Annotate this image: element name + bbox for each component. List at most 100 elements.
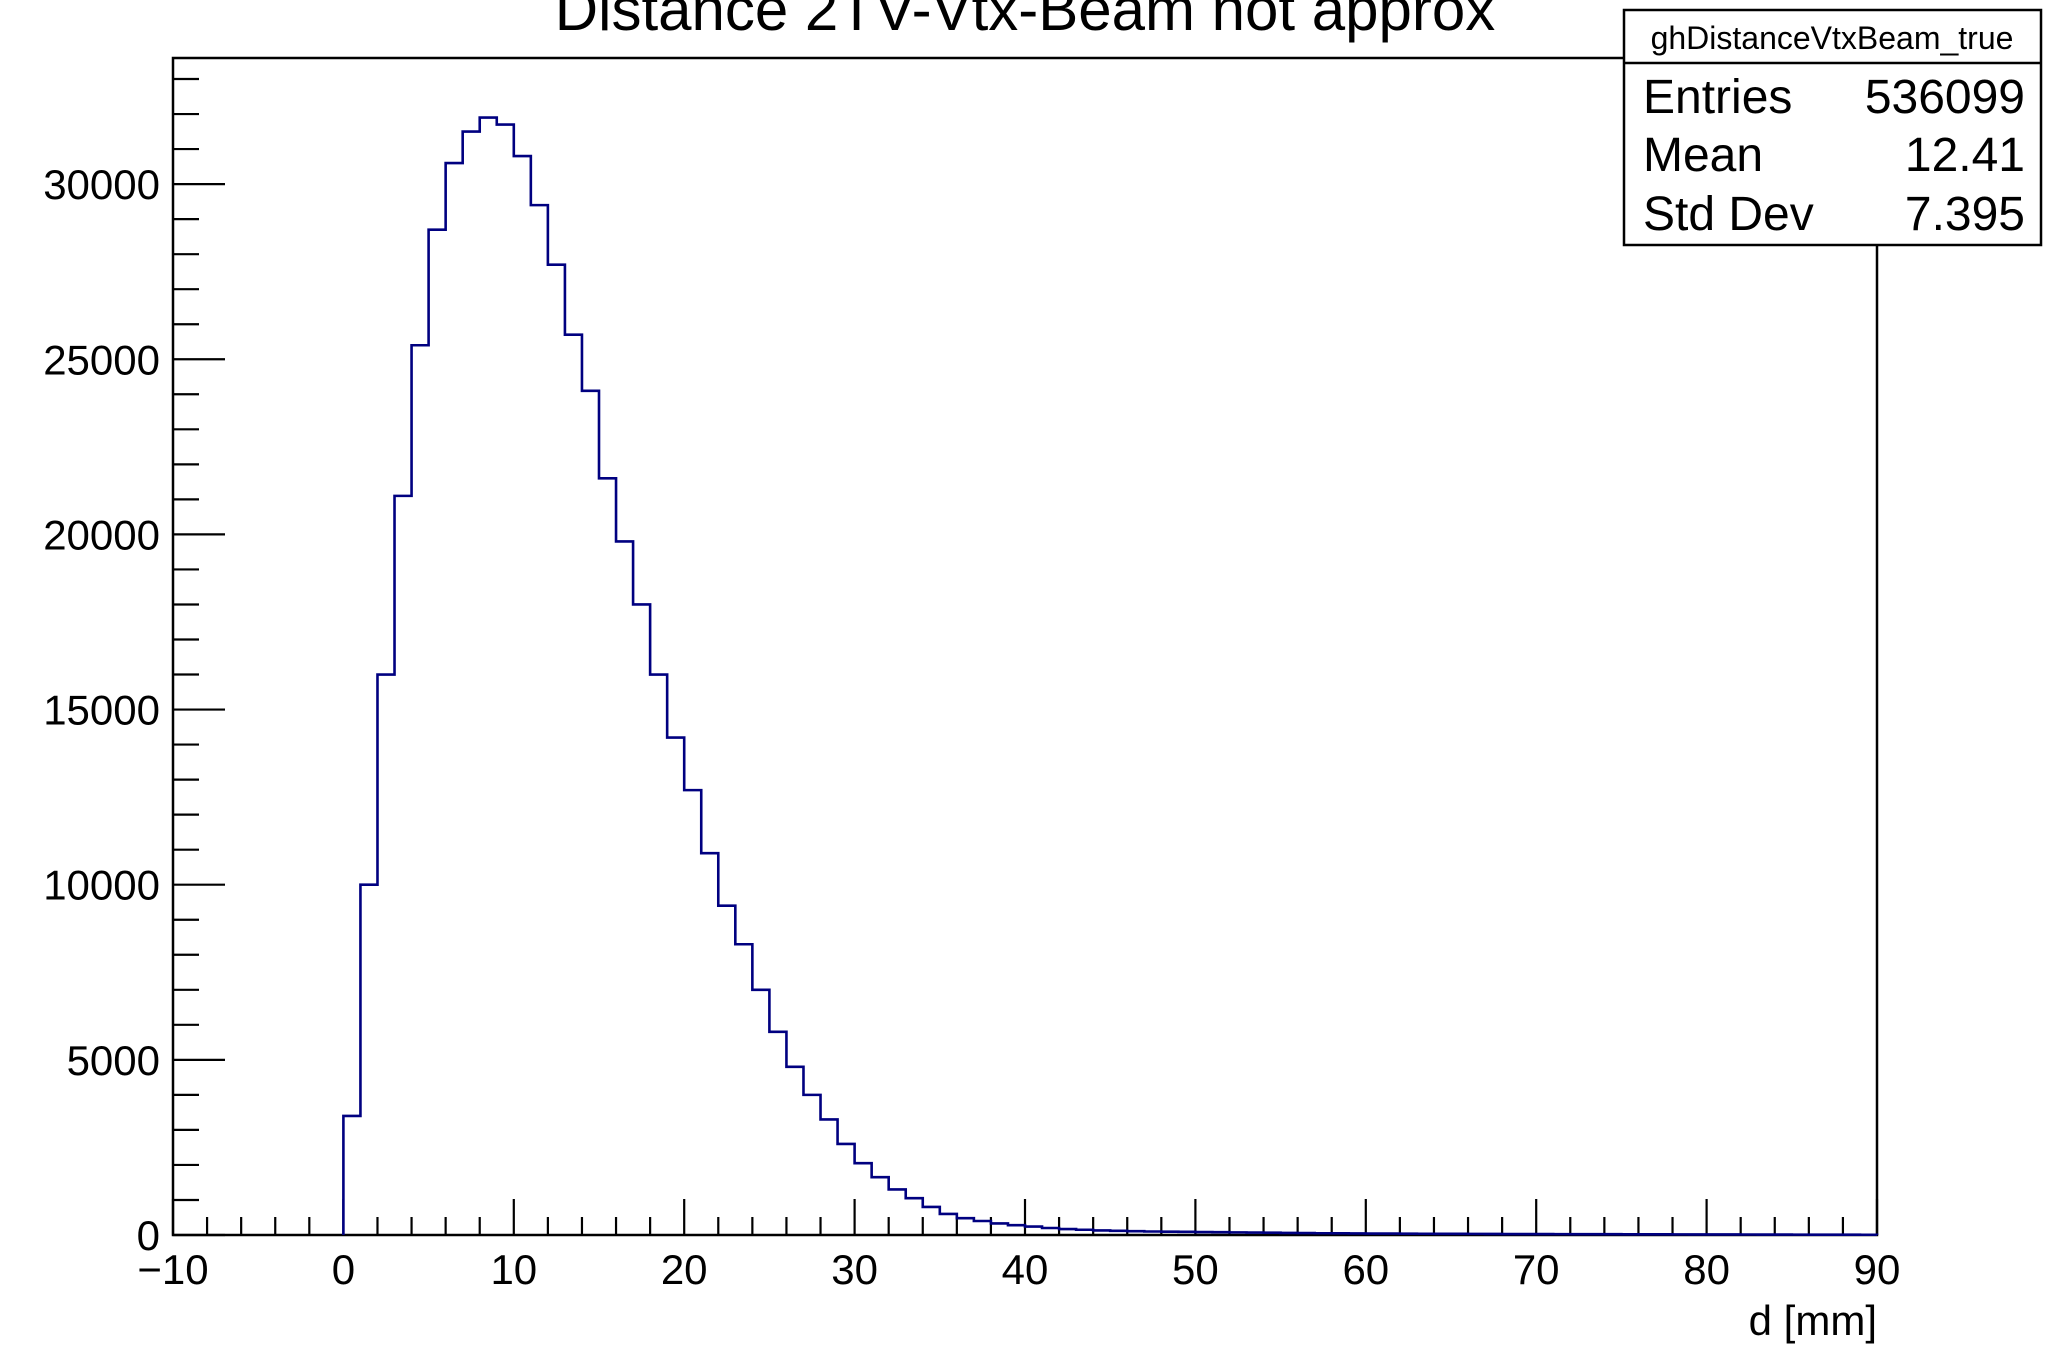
histogram-bin bbox=[769, 1032, 786, 1235]
histogram-bin bbox=[1349, 1233, 1366, 1235]
stats-stddev-label: Std Dev bbox=[1643, 188, 1814, 241]
histogram-bin bbox=[1690, 1234, 1707, 1235]
histogram-bin bbox=[940, 1214, 957, 1235]
histogram-bin bbox=[1485, 1234, 1502, 1235]
stats-box-frame bbox=[1622, 8, 2043, 247]
histogram-bin bbox=[497, 125, 514, 1235]
histogram-bin bbox=[821, 1119, 838, 1235]
histogram-bin bbox=[974, 1221, 991, 1235]
y-tick-label: 5000 bbox=[67, 1037, 160, 1084]
histogram-bin bbox=[1315, 1233, 1332, 1235]
histogram-bin bbox=[1178, 1232, 1195, 1235]
x-tick-label: 50 bbox=[1172, 1246, 1219, 1293]
histogram-bin bbox=[991, 1223, 1008, 1235]
histogram-bin bbox=[582, 391, 599, 1235]
histogram-bin bbox=[548, 265, 565, 1235]
x-tick-label: 0 bbox=[332, 1246, 355, 1293]
histogram-bin bbox=[1247, 1233, 1264, 1235]
histogram-bin bbox=[1298, 1233, 1315, 1235]
stats-box-name: ghDistanceVtxBeam_true bbox=[1651, 20, 2014, 56]
histogram-bin bbox=[667, 738, 684, 1235]
chart-title: Distance 2TV-Vtx-Beam not approx bbox=[555, 0, 1495, 43]
histogram-bin bbox=[377, 675, 394, 1235]
histogram-bin bbox=[1604, 1234, 1621, 1235]
x-tick-label: 20 bbox=[661, 1246, 708, 1293]
histogram-bin bbox=[446, 163, 463, 1235]
histogram-bin bbox=[923, 1207, 940, 1235]
histogram-bin bbox=[616, 541, 633, 1235]
histogram-bin bbox=[412, 345, 429, 1235]
histogram-bin bbox=[343, 1116, 360, 1235]
histogram-bin bbox=[1451, 1234, 1468, 1235]
histogram-bin bbox=[786, 1067, 803, 1235]
histogram-bin bbox=[1707, 1234, 1724, 1235]
histogram-bin bbox=[855, 1163, 872, 1235]
histogram-bin bbox=[531, 205, 548, 1235]
stats-entries-label: Entries bbox=[1643, 71, 1792, 124]
histogram-bin bbox=[1110, 1231, 1127, 1235]
x-tick-label: 90 bbox=[1854, 1246, 1901, 1293]
x-tick-label: 40 bbox=[1002, 1246, 1049, 1293]
x-tick-label: 10 bbox=[490, 1246, 537, 1293]
y-axis: 0 5000 10000 15000 20000 25000 30000 bbox=[43, 77, 225, 1259]
histogram-line bbox=[342, 116, 1879, 1237]
histogram-bin bbox=[1195, 1232, 1212, 1235]
histogram-bin bbox=[1502, 1234, 1519, 1235]
histogram-bin bbox=[1536, 1234, 1553, 1235]
histogram-bin bbox=[463, 132, 480, 1235]
stats-box: ghDistanceVtxBeam_true Entries 536099 Me… bbox=[1622, 8, 2043, 247]
y-tick-label: 0 bbox=[137, 1212, 160, 1259]
histogram-bin bbox=[1655, 1234, 1672, 1235]
histogram-bin bbox=[1400, 1234, 1417, 1235]
histogram-bin bbox=[838, 1144, 855, 1235]
stats-entries-value: 536099 bbox=[1865, 71, 2025, 124]
y-tick-label: 30000 bbox=[43, 161, 160, 208]
histogram-bin bbox=[360, 885, 377, 1235]
histogram-bin bbox=[1127, 1231, 1144, 1235]
histogram-bin bbox=[701, 853, 718, 1235]
histogram-bin bbox=[1366, 1234, 1383, 1235]
histogram-bin bbox=[1093, 1230, 1110, 1235]
histogram-bin bbox=[565, 335, 582, 1235]
histogram-bin bbox=[1161, 1232, 1178, 1235]
histogram-bin bbox=[1059, 1229, 1076, 1235]
histogram-bin bbox=[872, 1177, 889, 1235]
y-tick-label: 25000 bbox=[43, 336, 160, 383]
x-axis-label: d [mm] bbox=[1749, 1297, 1877, 1344]
histogram-bin bbox=[718, 906, 735, 1235]
histogram-bin bbox=[1417, 1234, 1434, 1235]
histogram-bin bbox=[1724, 1234, 1741, 1235]
histogram-bin bbox=[1638, 1234, 1655, 1235]
histogram-bin bbox=[957, 1218, 974, 1235]
histogram-bin bbox=[1673, 1234, 1690, 1235]
histogram-bin bbox=[752, 990, 769, 1235]
histogram-bin bbox=[1042, 1228, 1059, 1235]
y-tick-label: 15000 bbox=[43, 687, 160, 734]
stats-stddev-value: 7.395 bbox=[1905, 188, 2025, 241]
y-tick-label: 20000 bbox=[43, 511, 160, 558]
histogram-bin bbox=[1264, 1233, 1281, 1235]
histogram-bin bbox=[1332, 1233, 1349, 1235]
histogram-bin bbox=[1434, 1234, 1451, 1235]
x-tick-label: 70 bbox=[1513, 1246, 1560, 1293]
histogram-bin bbox=[1570, 1234, 1587, 1235]
histogram-bin bbox=[735, 944, 752, 1235]
x-tick-label: 80 bbox=[1683, 1246, 1730, 1293]
histogram-bin bbox=[684, 790, 701, 1235]
x-axis: −10 0 10 20 30 40 50 60 70 80 90 bbox=[137, 1199, 1900, 1293]
histogram-bin bbox=[633, 604, 650, 1235]
histogram-bin bbox=[650, 675, 667, 1235]
histogram-bin bbox=[1519, 1234, 1536, 1235]
histogram-bin bbox=[1025, 1227, 1042, 1235]
histogram-bin bbox=[1076, 1230, 1093, 1235]
histogram-bin bbox=[1229, 1232, 1246, 1235]
y-tick-label: 10000 bbox=[43, 862, 160, 909]
histogram-bin bbox=[599, 478, 616, 1235]
x-tick-label: 60 bbox=[1342, 1246, 1389, 1293]
histogram-bin bbox=[1383, 1234, 1400, 1235]
x-tick-label: −10 bbox=[137, 1246, 208, 1293]
histogram-bin bbox=[906, 1198, 923, 1235]
x-tick-label: 30 bbox=[831, 1246, 878, 1293]
histogram-bin bbox=[889, 1189, 906, 1235]
